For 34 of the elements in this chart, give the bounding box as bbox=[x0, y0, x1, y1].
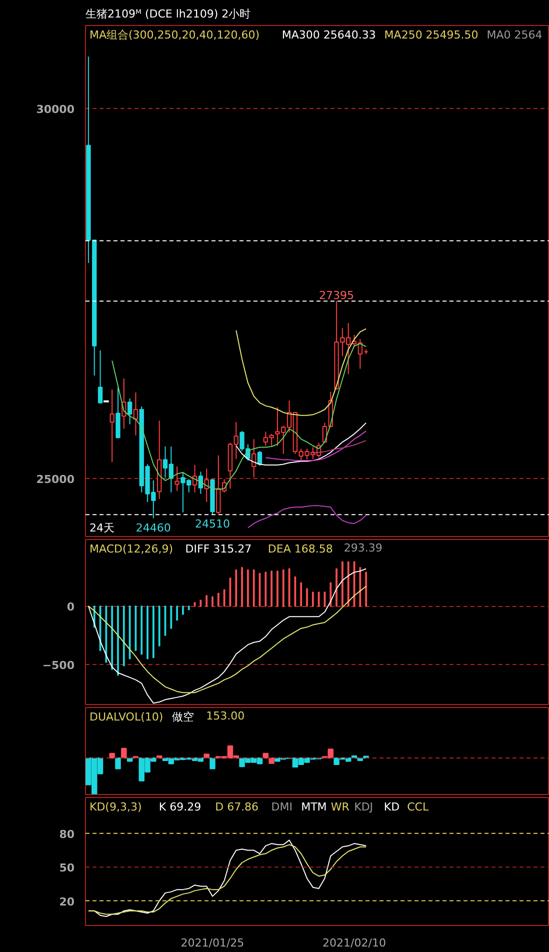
text: MA0 2564 bbox=[486, 28, 542, 42]
annotation: MA300 25640.33 bbox=[282, 28, 376, 42]
annotation: DIFF 315.27 bbox=[185, 542, 252, 556]
text: CCL bbox=[407, 800, 430, 814]
y-tick-label: 0 bbox=[66, 600, 75, 614]
annotation: 24510 bbox=[194, 518, 230, 531]
annotation: DMI bbox=[271, 800, 293, 814]
y-tick-label: 30000 bbox=[36, 102, 75, 116]
annotation: MTM bbox=[301, 800, 327, 814]
y-tick-label: 25000 bbox=[36, 472, 75, 486]
chart-title: MACD(12,26,9) bbox=[90, 542, 174, 556]
chart-subtitle: MA组合(300,250,20,40,120,60) bbox=[90, 28, 260, 42]
x-tick-label: 2021/02/10 bbox=[322, 936, 386, 950]
y-tick-label: −500 bbox=[42, 659, 75, 672]
annotation: 24460 bbox=[136, 521, 171, 534]
annotation: WR bbox=[330, 800, 350, 814]
annotation: 24天 bbox=[90, 522, 114, 534]
annotation: KDJ bbox=[354, 800, 374, 814]
y-tick-label: 50 bbox=[59, 862, 75, 875]
annotation: K 69.29 bbox=[158, 800, 202, 814]
x-tick-label: 2021/01/25 bbox=[180, 936, 244, 950]
chart-title: DUALVOL(10) bbox=[90, 710, 164, 724]
annotation: 27395 bbox=[319, 289, 354, 302]
y-tick-label: 80 bbox=[59, 828, 75, 841]
text: MA250 25495.50 bbox=[384, 28, 478, 42]
text: KD bbox=[384, 800, 400, 814]
text: 153.00 bbox=[206, 710, 245, 722]
chart-title: KD(9,3,3) bbox=[90, 800, 142, 814]
annotation: DEA 168.58 bbox=[268, 542, 333, 556]
annotation: D 67.86 bbox=[215, 800, 259, 814]
annotation: 293.39 bbox=[344, 542, 382, 554]
text: 做空 bbox=[172, 710, 194, 724]
chart-title: 生猪2109ᴹ (DCE lh2109) 2小时 bbox=[86, 8, 251, 20]
y-tick-label: 20 bbox=[59, 895, 75, 908]
